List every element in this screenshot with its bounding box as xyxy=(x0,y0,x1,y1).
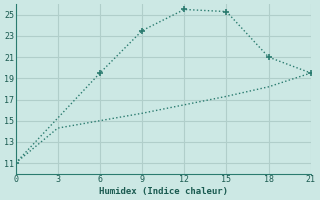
X-axis label: Humidex (Indice chaleur): Humidex (Indice chaleur) xyxy=(99,187,228,196)
